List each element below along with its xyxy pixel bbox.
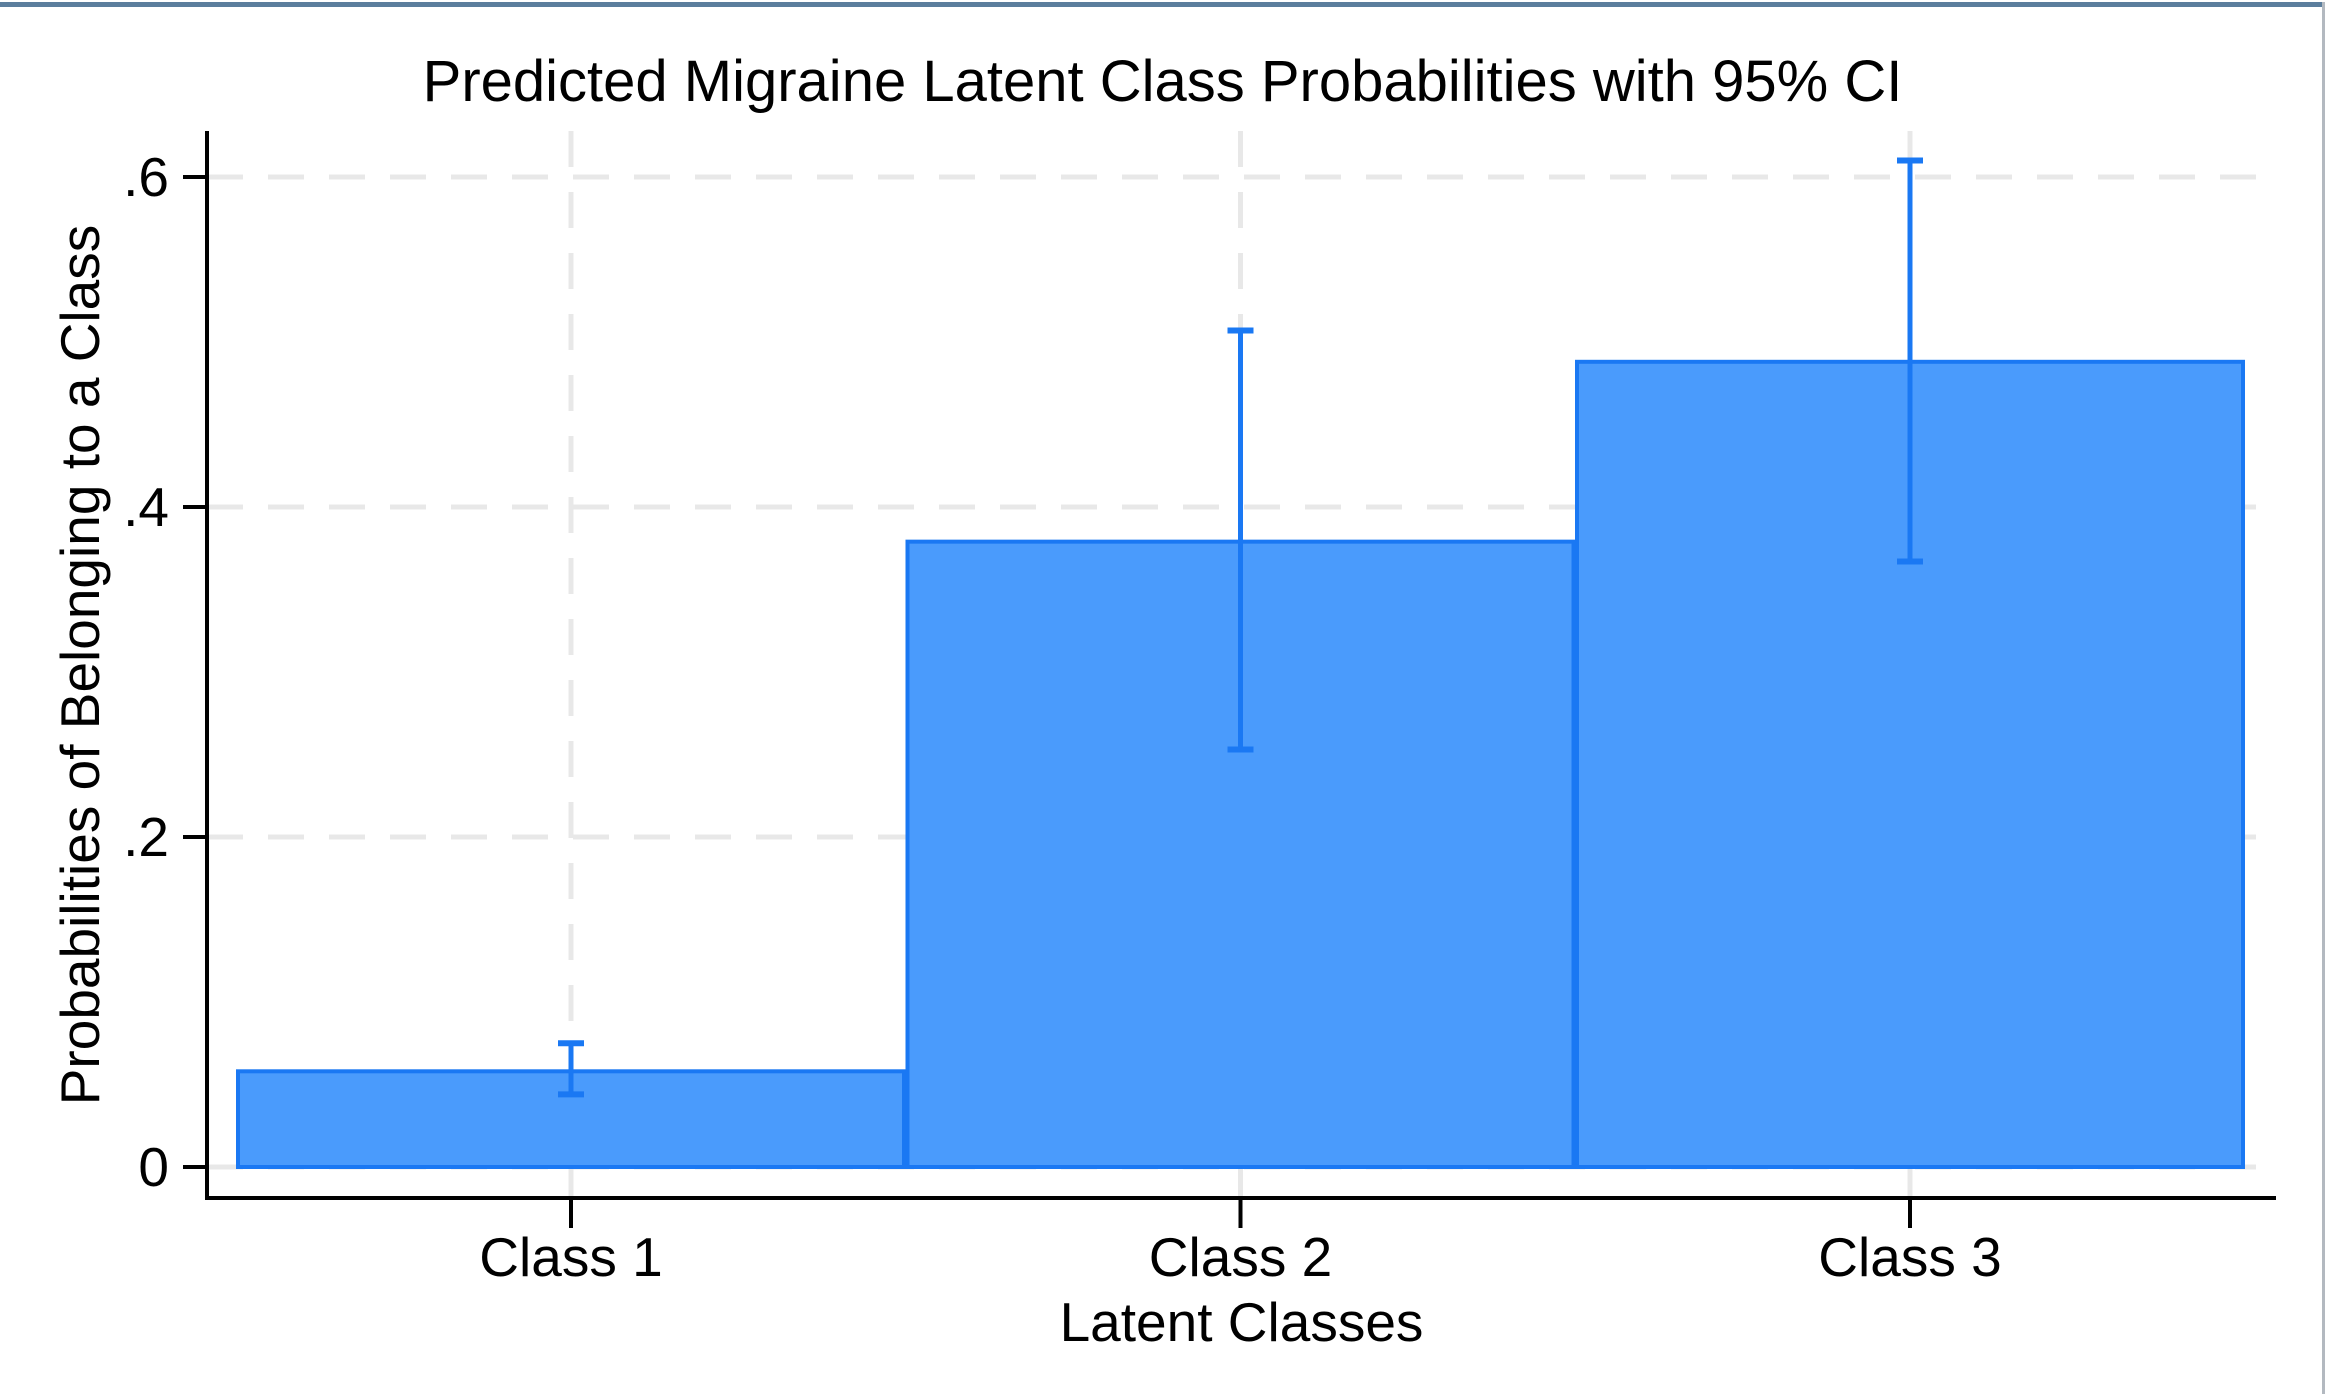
y-tick-label: 0 (138, 1136, 169, 1198)
chart-title: Predicted Migraine Latent Class Probabil… (422, 49, 1903, 114)
x-axis-title: Latent Classes (1059, 1291, 1424, 1353)
x-tick-label-1: Class 1 (479, 1226, 662, 1288)
figure-right-border (2322, 2, 2325, 1394)
y-tick-label: .6 (123, 146, 169, 208)
x-tick-label-3: Class 3 (1818, 1226, 2001, 1288)
x-tick-label-2: Class 2 (1149, 1226, 1332, 1288)
y-tick-label: .4 (123, 476, 169, 538)
y-tick-label: .2 (123, 806, 169, 868)
figure-top-border (0, 2, 2325, 7)
